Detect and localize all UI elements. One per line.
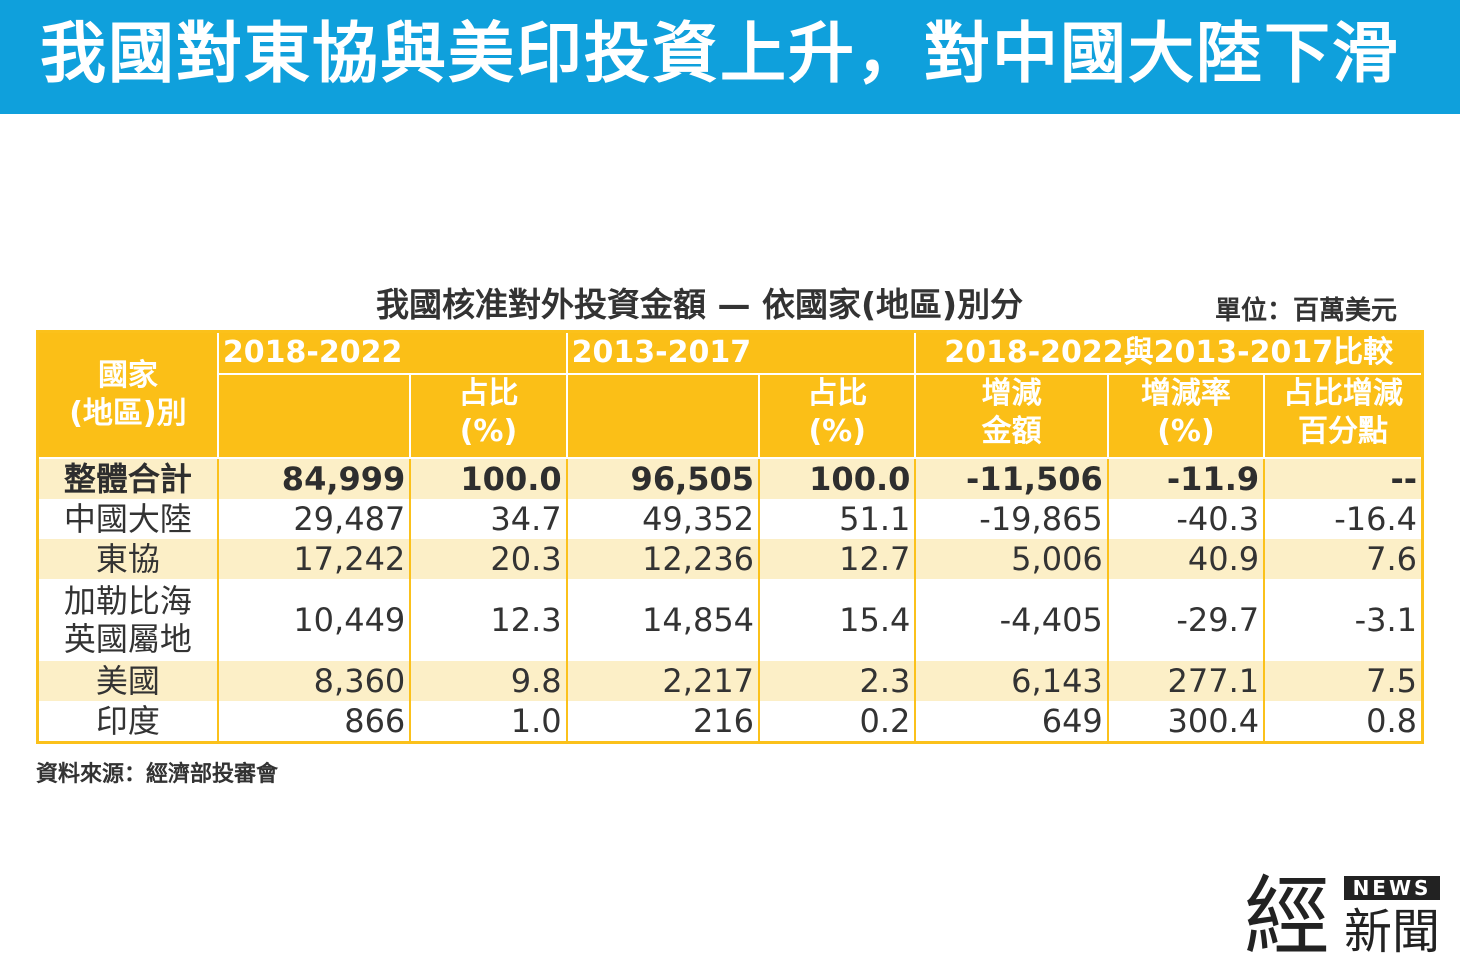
news-logo: 經 NEWS 新聞 bbox=[1244, 872, 1444, 962]
row-amount-2018-2022: 29,487 bbox=[216, 499, 412, 539]
change-rate-header: 增減率 (%) bbox=[1106, 373, 1266, 459]
table-title: 我國核准對外投資金額 — 依國家(地區)別分 bbox=[376, 285, 1024, 324]
row-share-2013-2017: 15.4 bbox=[758, 579, 917, 661]
row-amount-2013-2017: 96,505 bbox=[565, 458, 761, 499]
change-amount-header-line2: 金額 bbox=[981, 414, 1042, 449]
row-share-2018-2022: 12.3 bbox=[409, 579, 568, 661]
row-share-2018-2022: 100.0 bbox=[409, 458, 568, 499]
row-country: 中國大陸 bbox=[36, 499, 219, 539]
period2-header: 2013-2017 bbox=[565, 330, 917, 375]
share-header-line1: 占比 bbox=[807, 376, 868, 411]
period2-share-header: 占比 (%) bbox=[758, 373, 917, 459]
row-change-rate: 277.1 bbox=[1106, 661, 1266, 701]
row-change-rate: 40.9 bbox=[1106, 539, 1266, 579]
table-body: 整體合計 84,999 100.0 96,505 100.0 -11,506 -… bbox=[36, 458, 1424, 743]
share-header-line2: (%) bbox=[459, 414, 518, 449]
row-country: 加勒比海 英國屬地 bbox=[36, 579, 219, 661]
row-country: 美國 bbox=[36, 661, 219, 701]
row-amount-2013-2017: 14,854 bbox=[565, 579, 761, 661]
source-note: 資料來源：經濟部投審會 bbox=[36, 762, 279, 787]
row-country: 東協 bbox=[36, 539, 219, 579]
country-header: 國家 (地區)別 bbox=[36, 330, 219, 459]
row-share-2018-2022: 9.8 bbox=[409, 661, 568, 701]
logo-sub-text: 新聞 bbox=[1344, 904, 1441, 960]
row-change-rate: -29.7 bbox=[1106, 579, 1266, 661]
change-rate-header-line1: 增減率 bbox=[1140, 376, 1231, 411]
row-amount-2018-2022: 84,999 bbox=[216, 458, 412, 499]
row-change-rate: 300.4 bbox=[1106, 701, 1266, 743]
row-share-2013-2017: 51.1 bbox=[758, 499, 917, 539]
table-row-caribbean: 加勒比海 英國屬地 10,449 12.3 14,854 15.4 -4,405… bbox=[36, 579, 1424, 661]
table-row-total: 整體合計 84,999 100.0 96,505 100.0 -11,506 -… bbox=[36, 458, 1424, 499]
unit-label: 單位：百萬美元 bbox=[1215, 296, 1398, 326]
row-change-rate: -11.9 bbox=[1106, 458, 1266, 499]
row-change-amount: 6,143 bbox=[914, 661, 1109, 701]
row-share-2018-2022: 20.3 bbox=[409, 539, 568, 579]
row-change-amount: 649 bbox=[914, 701, 1109, 743]
row-share-2013-2017: 2.3 bbox=[758, 661, 917, 701]
investment-table: 國家 (地區)別 2018-2022 2013-2017 2018-2022與2… bbox=[36, 330, 1424, 744]
row-share-change: 7.5 bbox=[1263, 661, 1424, 701]
period1-header: 2018-2022 bbox=[216, 330, 568, 375]
row-amount-2018-2022: 10,449 bbox=[216, 579, 412, 661]
share-change-header-line1: 占比增減 bbox=[1283, 376, 1404, 411]
row-share-2013-2017: 100.0 bbox=[758, 458, 917, 499]
row-amount-2013-2017: 216 bbox=[565, 701, 761, 743]
row-share-change: 0.8 bbox=[1263, 701, 1424, 743]
row-change-amount: 5,006 bbox=[914, 539, 1109, 579]
logo-main-glyph: 經 bbox=[1244, 867, 1330, 967]
row-country: 印度 bbox=[36, 701, 219, 743]
table-header: 國家 (地區)別 2018-2022 2013-2017 2018-2022與2… bbox=[36, 330, 1424, 459]
row-country-line1: 加勒比海 bbox=[63, 582, 192, 620]
share-change-header-line2: 百分點 bbox=[1298, 414, 1389, 449]
table-row-china: 中國大陸 29,487 34.7 49,352 51.1 -19,865 -40… bbox=[36, 499, 1424, 539]
row-share-2013-2017: 12.7 bbox=[758, 539, 917, 579]
share-header-line1: 占比 bbox=[458, 376, 519, 411]
table-row-usa: 美國 8,360 9.8 2,217 2.3 6,143 277.1 7.5 bbox=[36, 661, 1424, 701]
row-share-change: -- bbox=[1263, 458, 1424, 499]
row-share-change: -16.4 bbox=[1263, 499, 1424, 539]
row-share-change: 7.6 bbox=[1263, 539, 1424, 579]
row-amount-2018-2022: 17,242 bbox=[216, 539, 412, 579]
row-amount-2013-2017: 2,217 bbox=[565, 661, 761, 701]
row-share-2018-2022: 1.0 bbox=[409, 701, 568, 743]
change-amount-header-line1: 增減 bbox=[981, 376, 1042, 411]
row-amount-2018-2022: 866 bbox=[216, 701, 412, 743]
row-country-line2: 英國屬地 bbox=[63, 620, 192, 658]
share-header-line2: (%) bbox=[808, 414, 866, 449]
period1-amount-header bbox=[216, 373, 412, 459]
row-country: 整體合計 bbox=[36, 458, 219, 499]
change-amount-header: 增減 金額 bbox=[914, 373, 1109, 459]
table-row-asean: 東協 17,242 20.3 12,236 12.7 5,006 40.9 7.… bbox=[36, 539, 1424, 579]
banner-title: 我國對東協與美印投資上升，對中國大陸下滑 bbox=[40, 15, 1400, 92]
logo-news-badge: NEWS bbox=[1344, 876, 1440, 900]
row-share-2013-2017: 0.2 bbox=[758, 701, 917, 743]
period1-share-header: 占比 (%) bbox=[409, 373, 568, 459]
row-change-amount: -19,865 bbox=[914, 499, 1109, 539]
row-amount-2013-2017: 49,352 bbox=[565, 499, 761, 539]
country-header-line1: 國家 bbox=[97, 358, 158, 393]
country-header-line2: (地區)別 bbox=[69, 396, 187, 431]
row-change-amount: -4,405 bbox=[914, 579, 1109, 661]
share-change-header: 占比增減 百分點 bbox=[1263, 373, 1424, 459]
change-rate-header-line2: (%) bbox=[1157, 414, 1215, 449]
title-banner: 我國對東協與美印投資上升，對中國大陸下滑 bbox=[0, 0, 1460, 114]
period2-amount-header bbox=[565, 373, 761, 459]
compare-header: 2018-2022與2013-2017比較 bbox=[914, 330, 1424, 375]
row-amount-2013-2017: 12,236 bbox=[565, 539, 761, 579]
row-share-2018-2022: 34.7 bbox=[409, 499, 568, 539]
row-change-rate: -40.3 bbox=[1106, 499, 1266, 539]
row-change-amount: -11,506 bbox=[914, 458, 1109, 499]
table-row-india: 印度 866 1.0 216 0.2 649 300.4 0.8 bbox=[36, 701, 1424, 743]
row-share-change: -3.1 bbox=[1263, 579, 1424, 661]
row-amount-2018-2022: 8,360 bbox=[216, 661, 412, 701]
